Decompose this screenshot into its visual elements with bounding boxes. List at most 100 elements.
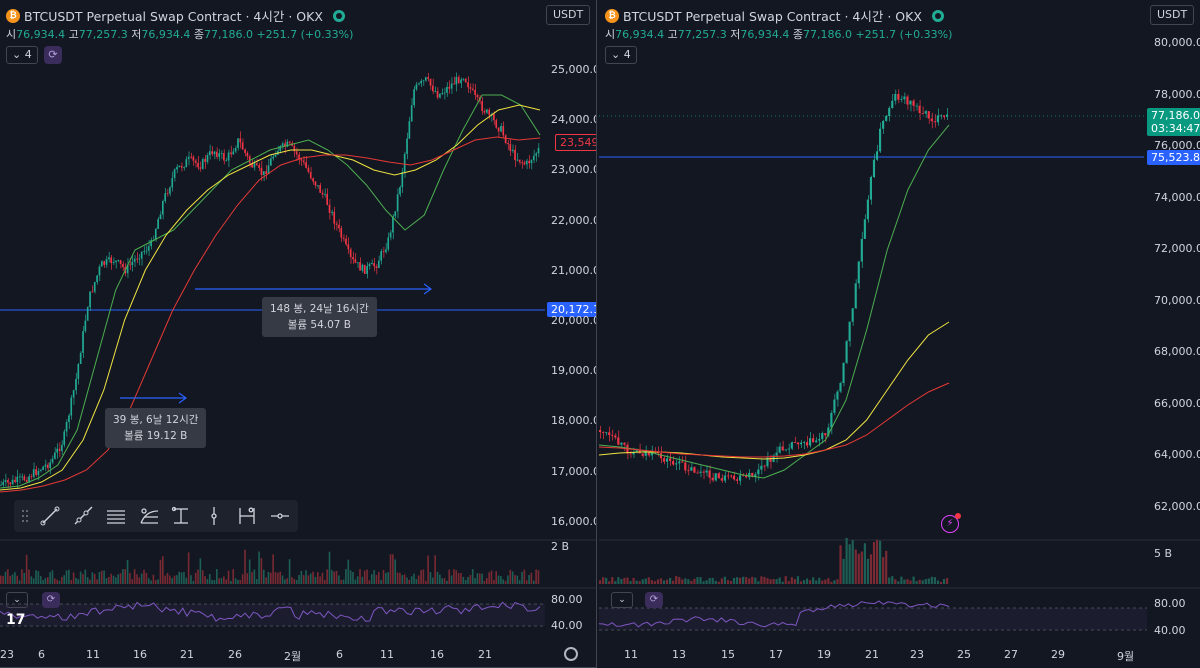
right-volume-bar [939,581,943,584]
left-volume-bar [401,575,404,584]
left-time-label-5: 26 [228,648,242,661]
right-currency-selector[interactable]: USDT [1150,5,1195,25]
right-symbol-header[interactable]: ₿ BTCUSDT Perpetual Swap Contract · 4시간 … [605,6,944,25]
close-label: 종 [792,28,803,41]
vertical-line-icon[interactable] [202,503,227,529]
right-candle [839,382,842,392]
right-rsi-collapse-button[interactable]: ⌄ [611,592,633,608]
left-candle [183,167,185,168]
left-rsi-sync-icon[interactable]: ⟳ [42,592,60,608]
bitcoin-icon: ₿ [605,8,619,23]
left-candle [288,141,291,144]
sync-icon[interactable]: ⟳ [44,46,62,64]
left-candle [131,261,134,266]
left-candle [270,158,272,166]
left-indicator-toggle[interactable]: ⌄ 4 [6,46,38,64]
right-rsi-line [599,600,950,628]
left-candle [194,160,197,163]
left-volume-bar [328,551,331,584]
right-volume-bar [766,578,769,584]
right-volume-bar [933,577,936,584]
left-candle [509,144,512,152]
left-volume-bar [335,570,338,584]
left-candle [272,156,274,159]
left-volume-bar [89,579,91,584]
left-candle [284,143,286,147]
left-candle [251,163,253,168]
left-volume-bar [469,574,472,584]
right-volume-bar [805,578,809,584]
right-candle [866,199,869,220]
left-volume-bar [443,578,446,584]
left-rsi-collapse-button[interactable]: ⌄ [6,592,28,608]
left-candle [347,244,350,250]
right-indicator-toggle[interactable]: ⌄ 4 [605,46,637,64]
left-candle [363,264,366,274]
left-volume-bar [239,580,242,584]
left-volume-bar [307,575,310,584]
measure-2-volume: 볼륨 19.12 B [124,430,188,442]
left-candle [417,83,420,85]
market-open-icon [931,9,944,22]
left-volume-bar [180,572,183,584]
right-candle [830,412,833,428]
ray-icon[interactable] [71,503,96,529]
drawing-toolbar[interactable] [14,500,298,532]
left-volume-bar [143,569,145,584]
left-candle [422,80,425,82]
right-chart-pane[interactable]: ₿ BTCUSDT Perpetual Swap Contract · 4시간 … [599,0,1200,668]
left-candle [201,159,204,169]
left-volume-bar [486,578,488,584]
horizontal-ray-icon[interactable] [267,503,292,529]
right-volume-bar [945,577,949,584]
right-volume-bar [739,577,742,584]
date-price-range-icon[interactable] [235,503,260,529]
left-candle [380,251,382,261]
left-symbol-title[interactable]: BTCUSDT Perpetual Swap Contract · 4시간 · … [24,9,323,24]
gear-icon[interactable] [564,647,578,661]
right-candle [699,471,702,473]
fib-icon[interactable] [136,503,161,529]
right-candle [678,461,681,464]
left-volume-bar [201,570,204,584]
left-volume-bar [11,574,14,584]
right-rsi-sync-icon[interactable]: ⟳ [645,592,663,608]
left-volume-bar [356,576,359,584]
left-symbol-header[interactable]: ₿ BTCUSDT Perpetual Swap Contract · 4시간 … [6,6,345,25]
left-candle [72,390,75,398]
left-candle [387,237,390,250]
left-chart-pane[interactable]: ₿ BTCUSDT Perpetual Swap Contract · 4시간 … [0,0,597,668]
left-volume-bar [258,551,260,584]
left-volume-bar [68,569,70,584]
drag-handle-icon[interactable] [20,503,30,529]
date-range-icon[interactable] [169,503,194,529]
left-candle [413,89,415,106]
right-chart-canvas[interactable] [599,0,1200,668]
left-candle [145,250,148,252]
measure-label-2: 39 봉, 6날 12시간 볼륨 19.12 B [105,408,207,448]
left-candle [7,480,9,483]
left-volume-bar [462,576,465,584]
right-candle [720,478,723,481]
right-rsi-40: 40.00 [1154,624,1186,637]
right-volume-bar [784,576,787,584]
lightning-alert-icon[interactable]: ⚡ [941,513,961,533]
right-volume-bar [863,543,866,584]
left-volume-bar [408,579,411,584]
right-ma-yellow [599,321,950,460]
parallel-channel-icon[interactable] [104,503,129,529]
left-chart-canvas[interactable] [0,0,597,668]
left-volume-bar [84,569,87,584]
left-volume-bar [488,572,490,584]
trend-line-icon[interactable] [38,503,63,529]
tradingview-logo[interactable]: 17 [6,612,26,628]
left-currency-selector[interactable]: USDT [546,5,591,25]
left-volume-bar [309,573,312,584]
left-candle [206,155,209,162]
right-volume-bar [650,580,653,584]
right-volume-bar [672,580,675,584]
left-candle [349,249,352,258]
right-symbol-title[interactable]: BTCUSDT Perpetual Swap Contract · 4시간 · … [623,9,922,24]
left-candle [44,464,47,467]
right-candle [815,440,818,443]
